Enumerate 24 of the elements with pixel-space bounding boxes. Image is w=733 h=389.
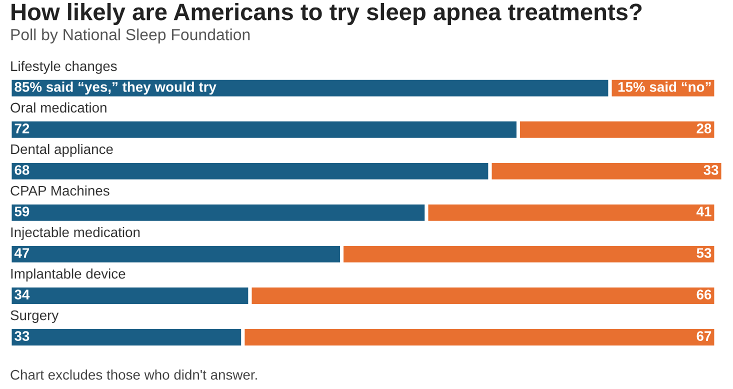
data-label: 68	[14, 165, 30, 175]
y-tick-label: Dental appliance	[11, 144, 113, 157]
data-label: 34	[14, 290, 30, 300]
data-label: 66	[696, 290, 712, 300]
y-tick-label: CPAP Machines	[10, 185, 110, 196]
chart-subtitle: Poll by National Sleep Foundation	[11, 28, 250, 44]
chart-title: How likely are Americans to try sleep apnea treatments?	[12, 2, 642, 26]
y-tick-label: Injectable medication	[11, 226, 140, 240]
text: Chart excludes those who didn't answer.	[10, 370, 257, 380]
data-label: 72	[14, 124, 30, 134]
data-label: 15% said “no”	[618, 82, 711, 92]
y-tick-label: Lifestyle changes	[11, 60, 117, 74]
data-label: 47	[14, 248, 30, 258]
data-label: 33	[14, 331, 30, 341]
data-label: 33	[704, 165, 718, 175]
data-label: 53	[696, 248, 712, 258]
data-label: 41	[696, 206, 712, 216]
y-tick-label: Oral medication	[10, 102, 106, 113]
y-tick-label: Implantable device	[11, 268, 126, 282]
data-label: 67	[696, 331, 712, 341]
data-label: 85% said “yes,” they would try	[14, 82, 216, 95]
y-tick-label: Surgery	[10, 310, 59, 323]
data-label: 59	[14, 206, 30, 216]
data-label: 28	[696, 124, 712, 134]
